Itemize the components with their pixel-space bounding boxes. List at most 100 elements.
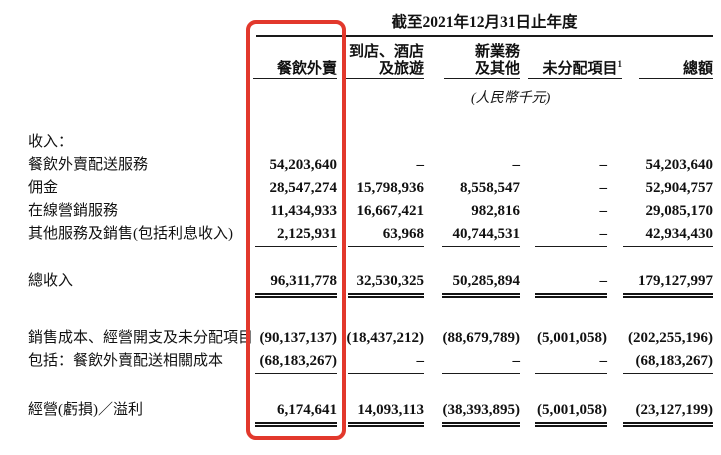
cell-value: 52,904,757 [645,180,714,196]
single-underline [535,373,607,374]
column-label: 未分配項目1 [542,59,623,78]
cell-value: – [599,180,608,196]
cell-value: – [599,273,608,289]
column-label: 餐飲外賣 [276,61,337,77]
single-underline [623,373,713,374]
column-label: 總額 [682,61,713,77]
single-underline [442,373,520,374]
table-row: 包括：餐飲外賣配送相關成本 (68,183,267) – – – (68,183,267) [0,350,721,373]
rule-cell [250,293,337,299]
cell-value: 179,127,997 [638,273,713,289]
cell-value: – [599,203,608,219]
single-underline [623,246,713,247]
cell-value: 6,174,641 [277,402,337,418]
rule-cell [250,373,337,375]
single-underline [348,246,424,247]
double-rule-row [0,422,721,428]
cell-value: 96,311,778 [270,273,337,289]
rule-cell [520,373,607,375]
cell-value: 8,558,547 [460,180,520,196]
rule-spacer [0,293,250,299]
table-row: 銷售成本、經營開支及未分配項目 (90,137,137) (18,437,212) (… [0,327,721,350]
cell-value: 40,744,531 [452,226,521,242]
row-label: 銷售成本、經營開支及未分配項目 [28,330,254,346]
period-header: 截至2021年12月31日止年度 [256,10,713,37]
row-label: 總收入 [28,273,74,289]
cell-value: 28,547,274 [269,180,338,196]
table-row: 總收入 96,311,778 32,530,325 50,285,894 – 179,12… [0,270,721,293]
period-title: 截至2021年12月31日止年度 [391,14,578,31]
double-underline [348,293,424,298]
rule-cell [424,293,520,299]
double-underline [535,293,607,298]
rule-cell [424,422,520,428]
rule-cell [607,293,713,299]
table-row: 在線營銷服務 11,434,933 16,667,421 982,816 – 29,085… [0,200,721,223]
cell-value: (18,437,212) [346,330,425,346]
cell-value: – [599,226,608,242]
column-label: 到店、酒店 及旅遊 [348,44,424,77]
rule-cell [337,422,424,428]
cell-value: 29,085,170 [645,203,714,219]
column-label: 新業務 及其他 [474,44,520,77]
double-underline [623,293,713,298]
double-underline [348,422,424,427]
double-underline [623,422,713,427]
header-underline-row [0,78,721,80]
single-underline [535,246,607,247]
cell-value: 63,968 [382,226,424,242]
double-underline [255,293,337,298]
cell-value: – [512,157,521,173]
rule-cell [424,78,520,80]
row-label: 佣金 [28,180,59,196]
column-header-1: 餐飲外賣 [250,61,337,78]
cell-value: 2,125,931 [277,226,337,242]
row-label: 收入： [28,134,74,150]
table-row: 收入： [0,131,721,154]
footnote-marker: 1 [617,59,623,69]
single-underline [255,373,337,374]
cell-value: – [599,353,608,369]
table-section: 收入： 餐飲外賣配送服務 54,203,640 – – – 54,203,640 佣金 28,5… [0,131,721,248]
cell-value: 54,203,640 [645,157,714,173]
cell-value: 982,816 [471,203,520,219]
row-label: 經營(虧損)／溢利 [28,402,143,418]
single-rule-row [0,373,721,375]
table-section: 經營(虧損)／溢利 6,174,641 14,093,113 (38,393,895)… [0,399,721,428]
rule-cell [337,373,424,375]
rule-cell [520,78,622,80]
cell-value: (23,127,199) [635,402,714,418]
table-row: 經營(虧損)／溢利 6,174,641 14,093,113 (38,393,895)… [0,399,721,422]
cell-value: 16,667,421 [356,203,425,219]
single-underline [255,246,337,247]
double-underline [442,422,520,427]
single-underline [442,246,520,247]
row-label: 其他服務及銷售(包括利息收入) [28,226,233,242]
column-header-2: 到店、酒店 及旅遊 [337,44,424,78]
rule-cell [607,246,713,248]
rule-cell [607,373,713,375]
table-section: 銷售成本、經營開支及未分配項目 (90,137,137) (18,437,212) (… [0,327,721,375]
header-underline [444,78,520,79]
rule-spacer [0,373,250,375]
cell-value: 50,285,894 [452,273,521,289]
column-header-4: 未分配項目1 [520,60,622,78]
rule-cell [520,246,607,248]
double-underline [255,422,337,427]
rule-cell [250,78,337,80]
row-label: 包括：餐飲外賣配送相關成本 [28,353,224,369]
cell-value: – [416,157,425,173]
cell-value: (202,255,196) [628,330,713,346]
rule-cell [250,422,337,428]
cell-value: (88,679,789) [442,330,521,346]
rule-cell [520,293,607,299]
rule-spacer [0,246,250,248]
double-underline [535,422,607,427]
table-row: 佣金 28,547,274 15,798,936 8,558,547 – 52,904,7… [0,177,721,200]
cell-value: (68,183,267) [259,353,338,369]
column-header-row: 餐飲外賣 到店、酒店 及旅遊 新業務 及其他 未分配項目1 總額 [0,42,721,78]
cell-value: – [416,353,425,369]
single-rule-row [0,246,721,248]
header-underline [528,78,622,79]
